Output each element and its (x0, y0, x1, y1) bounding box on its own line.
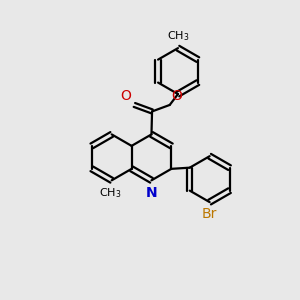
Text: CH$_3$: CH$_3$ (99, 186, 122, 200)
Text: Br: Br (202, 207, 217, 221)
Text: CH$_3$: CH$_3$ (167, 29, 189, 43)
Text: O: O (121, 89, 131, 103)
Text: N: N (146, 186, 157, 200)
Text: O: O (171, 88, 182, 103)
